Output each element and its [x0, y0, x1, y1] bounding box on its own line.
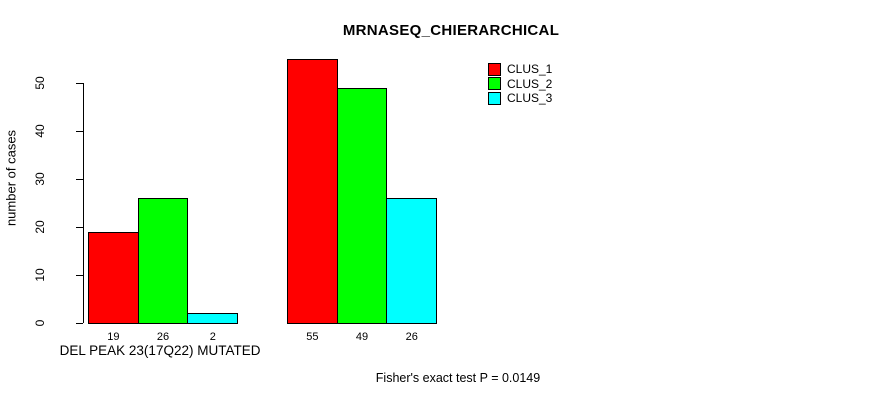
y-tick-mark — [76, 323, 83, 324]
y-tick-mark — [76, 227, 83, 228]
legend-swatch-red — [488, 62, 501, 76]
y-tick-mark — [76, 131, 83, 132]
legend-item-clus-1: CLUS_1 — [488, 62, 552, 77]
legend: CLUS_1 CLUS_2 CLUS_3 — [488, 62, 552, 106]
legend-item-clus-2: CLUS_2 — [488, 77, 552, 92]
bar-clus_3-group1 — [187, 313, 239, 324]
y-tick-label: 20 — [33, 220, 47, 234]
bar-clus_1-group1 — [88, 231, 139, 324]
fisher-test-caption: Fisher's exact test P = 0.0149 — [375, 371, 541, 385]
chart-title: MRNASEQ_CHIERARCHICAL — [342, 22, 560, 39]
y-tick-mark — [76, 83, 83, 84]
legend-swatch-cyan — [488, 91, 501, 105]
bar-value-label: 26 — [156, 331, 170, 343]
y-tick-label: 40 — [33, 124, 47, 138]
legend-swatch-green — [488, 77, 501, 91]
y-tick-label: 0 — [33, 319, 47, 327]
y-axis-line — [83, 83, 84, 323]
y-tick-label: 10 — [33, 268, 47, 282]
legend-label: CLUS_1 — [507, 62, 553, 77]
bar-value-label: 26 — [405, 331, 418, 343]
x-group-label: DEL PEAK 23(17Q22) MUTATED — [59, 343, 261, 358]
y-tick-mark — [76, 179, 83, 180]
bar-clus_2-group1 — [137, 198, 189, 324]
legend-item-clus-3: CLUS_3 — [488, 91, 552, 106]
legend-label: CLUS_2 — [507, 76, 553, 91]
bar-clus_2-group2 — [336, 87, 388, 324]
bar-value-label: 2 — [209, 331, 216, 343]
y-tick-label: 30 — [33, 172, 47, 186]
bar-value-label: 55 — [306, 331, 319, 343]
y-tick-mark — [76, 275, 83, 276]
bar-value-label: 19 — [107, 331, 120, 343]
bar-clus_3-group2 — [386, 198, 438, 324]
y-axis-label: number of cases — [3, 129, 19, 227]
legend-label: CLUS_3 — [507, 91, 553, 106]
bar-clus_1-group2 — [287, 59, 338, 324]
bar-value-label: 49 — [355, 331, 369, 343]
y-tick-label: 50 — [33, 76, 47, 90]
